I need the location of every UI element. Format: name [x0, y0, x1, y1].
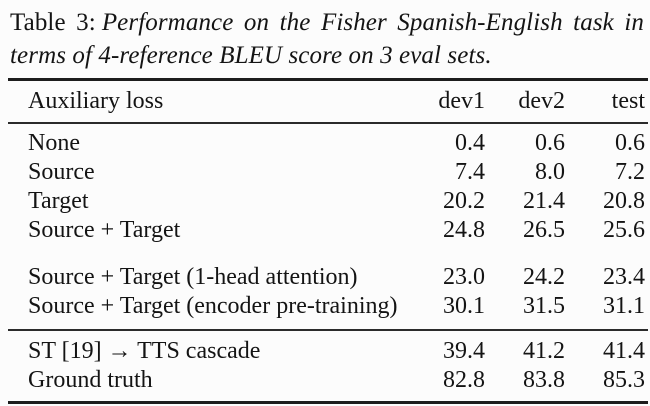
row-value: 0.6: [535, 130, 565, 156]
row-value: 83.8: [523, 367, 565, 393]
header-dev2: dev2: [518, 88, 565, 114]
row-value: 23.0: [443, 264, 485, 290]
row-label: Ground truth: [28, 367, 153, 393]
row-value: 82.8: [443, 367, 485, 393]
table-row: ST [19] → TTS cascade 39.4 41.2 41.4: [8, 337, 648, 366]
table-row: Source + Target (encoder pre-training) 30…: [8, 292, 648, 321]
table-row: Source 7.4 8.0 7.2: [8, 158, 648, 187]
row-value: 31.1: [603, 293, 645, 319]
row-value: 39.4: [443, 338, 485, 364]
row-value: 20.2: [443, 188, 485, 214]
row-label: Source: [28, 159, 95, 185]
table-row: None 0.4 0.6 0.6: [8, 129, 648, 158]
row-value: 24.2: [523, 264, 565, 290]
table-row-group: ST [19] → TTS cascade 39.4 41.2 41.4 Ground …: [8, 331, 648, 401]
results-table: Auxiliary loss dev1 dev2 test None 0.4 0.6…: [8, 78, 648, 404]
row-label: Source + Target: [28, 217, 181, 243]
header-dev1: dev1: [438, 88, 485, 114]
row-value: 85.3: [603, 367, 645, 393]
table-row: Source + Target (1-head attention) 23.0 24…: [8, 263, 648, 292]
table-top-rule: [8, 78, 648, 81]
row-label: Target: [28, 188, 89, 214]
table-caption-text: Performance on the Fisher Spanish-Englis…: [10, 9, 644, 69]
row-value: 7.2: [615, 159, 645, 185]
table-row-group: Source + Target (1-head attention) 23.0 24…: [8, 263, 648, 329]
row-value: 25.6: [603, 217, 645, 243]
row-label: ST [19] → TTS cascade: [28, 338, 261, 364]
row-value: 31.5: [523, 293, 565, 319]
row-label: Source + Target (encoder pre-training): [28, 293, 398, 319]
table-caption-label: Table 3:: [10, 9, 96, 36]
row-label: Source + Target (1-head attention): [28, 264, 358, 290]
row-value: 41.2: [523, 338, 565, 364]
row-value: 41.4: [603, 338, 645, 364]
row-value: 20.8: [603, 188, 645, 214]
row-value: 21.4: [523, 188, 565, 214]
table-header-row: Auxiliary loss dev1 dev2 test: [8, 81, 648, 122]
row-value: 0.6: [615, 130, 645, 156]
row-value: 0.4: [455, 130, 485, 156]
row-value: 26.5: [523, 217, 565, 243]
header-test: test: [611, 88, 645, 114]
table-section-rule: [8, 329, 648, 331]
table-header-rule: [8, 122, 648, 124]
row-value: 30.1: [443, 293, 485, 319]
row-value: 7.4: [455, 159, 485, 185]
table-row: Target 20.2 21.4 20.8: [8, 187, 648, 216]
table-caption: Table 3: Performance on the Fisher Spanis…: [10, 6, 644, 72]
table-bottom-rule: [8, 401, 648, 404]
table-row: Source + Target 24.8 26.5 25.6: [8, 216, 648, 245]
row-value: 23.4: [603, 264, 645, 290]
table-row-group: None 0.4 0.6 0.6 Source 7.4 8.0 7.2 Target 20.2 21…: [8, 124, 648, 250]
row-value: 8.0: [535, 159, 565, 185]
table-row: Ground truth 82.8 83.8 85.3: [8, 366, 648, 395]
table-body: None 0.4 0.6 0.6 Source 7.4 8.0 7.2 Target 20.2 21…: [8, 124, 648, 401]
row-value: 24.8: [443, 217, 485, 243]
header-auxiliary-loss: Auxiliary loss: [28, 88, 164, 114]
row-label: None: [28, 130, 80, 156]
